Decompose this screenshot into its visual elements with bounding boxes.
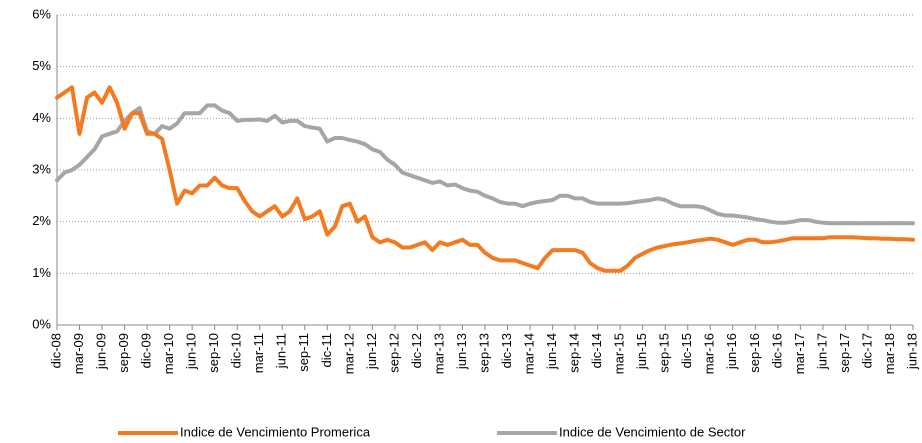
x-tick-label: dic-16 — [769, 333, 784, 368]
x-tick-label: sep-10 — [206, 333, 221, 373]
series-line — [55, 103, 915, 226]
y-tick-label: 4% — [32, 110, 51, 125]
y-tick-label: 3% — [32, 161, 51, 176]
x-tick-label: mar-18 — [882, 333, 897, 374]
legend-label: Indice de Vencimiento Promerica — [180, 424, 371, 439]
x-tick-label: sep-17 — [837, 333, 852, 373]
x-tick-label: sep-12 — [386, 333, 401, 373]
x-tick-label: dic-15 — [679, 333, 694, 368]
x-tick-label: mar-17 — [792, 333, 807, 374]
x-tick-label: mar-10 — [161, 333, 176, 374]
x-tick-label: mar-13 — [431, 333, 446, 374]
x-tick-label: jun-18 — [904, 333, 919, 370]
x-tick-label: mar-16 — [702, 333, 717, 374]
x-tick-label: sep-11 — [296, 333, 311, 372]
x-tick-label: jun-16 — [724, 333, 739, 370]
x-tick-label: sep-16 — [747, 333, 762, 373]
x-tick-label: dic-11 — [319, 333, 334, 367]
x-tick-label: jun-12 — [364, 333, 379, 370]
x-tick-label: sep-15 — [657, 333, 672, 373]
y-tick-label: 0% — [32, 316, 51, 331]
x-tick-label: dic-10 — [229, 333, 244, 368]
x-tick-label: jun-11 — [274, 333, 289, 369]
x-tick-label: sep-09 — [116, 333, 131, 373]
x-tick-label: dic-17 — [859, 333, 874, 368]
x-tick-label: jun-15 — [634, 333, 649, 370]
x-tick-label: dic-12 — [409, 333, 424, 368]
x-tick-label: sep-14 — [567, 333, 582, 373]
x-tick-label: jun-13 — [454, 333, 469, 370]
x-tick-label: dic-14 — [589, 333, 604, 368]
x-tick-label: dic-09 — [139, 333, 154, 368]
x-tick-label: sep-13 — [476, 333, 491, 373]
x-tick-label: jun-14 — [544, 333, 559, 370]
legend-label: Indice de Vencimiento de Sector — [559, 424, 746, 439]
y-tick-label: 6% — [32, 6, 51, 21]
y-tick-label: 2% — [32, 213, 51, 228]
series-line — [55, 85, 915, 273]
x-tick-label: mar-09 — [71, 333, 86, 374]
x-tick-label: mar-11 — [251, 333, 266, 373]
x-tick-label: dic-08 — [48, 333, 63, 368]
y-tick-label: 1% — [32, 265, 51, 280]
x-tick-label: mar-15 — [612, 333, 627, 374]
x-tick-label: dic-13 — [499, 333, 514, 368]
x-tick-label: jun-17 — [814, 333, 829, 370]
x-tick-label: jun-10 — [184, 333, 199, 370]
x-tick-label: mar-12 — [341, 333, 356, 374]
x-tick-label: jun-09 — [93, 333, 108, 370]
x-tick-label: mar-14 — [521, 333, 536, 374]
y-tick-label: 5% — [32, 58, 51, 73]
